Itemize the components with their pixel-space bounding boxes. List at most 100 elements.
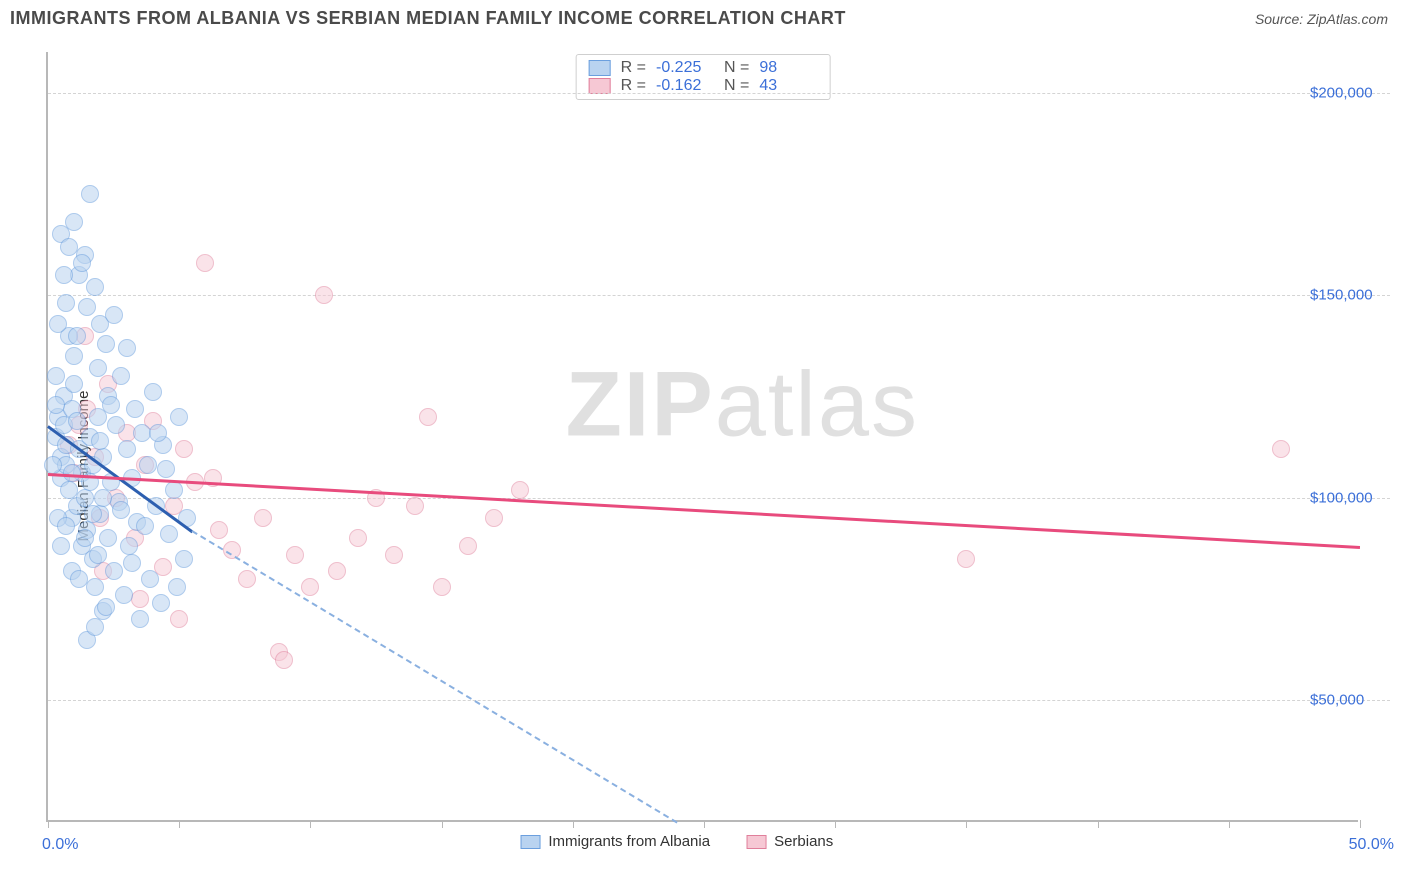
data-point-serbian	[131, 590, 149, 608]
data-point-albania	[175, 550, 193, 568]
data-point-albania	[126, 400, 144, 418]
gridline	[48, 295, 1390, 296]
y-tick-label: $50,000	[1310, 692, 1400, 709]
data-point-serbian	[385, 546, 403, 564]
data-point-albania	[97, 598, 115, 616]
x-tick	[179, 820, 180, 828]
data-point-serbian	[433, 578, 451, 596]
data-point-albania	[86, 618, 104, 636]
data-point-albania	[52, 537, 70, 555]
x-tick	[1229, 820, 1230, 828]
data-point-albania	[78, 298, 96, 316]
trend-line	[48, 473, 1360, 548]
data-point-albania	[99, 529, 117, 547]
data-point-albania	[94, 489, 112, 507]
data-point-albania	[44, 456, 62, 474]
gridline	[48, 700, 1390, 701]
x-tick	[1360, 820, 1361, 828]
data-point-albania	[91, 432, 109, 450]
data-point-albania	[65, 213, 83, 231]
data-point-albania	[112, 367, 130, 385]
legend-swatch	[746, 835, 766, 849]
legend-n-value: 98	[759, 59, 817, 77]
data-point-serbian	[419, 408, 437, 426]
data-point-albania	[57, 294, 75, 312]
data-point-serbian	[254, 509, 272, 527]
data-point-albania	[73, 254, 91, 272]
x-tick	[835, 820, 836, 828]
gridline	[48, 498, 1390, 499]
chart-area: Median Family Income ZIPatlas R =-0.225N…	[0, 40, 1406, 892]
data-point-albania	[47, 367, 65, 385]
x-axis-min-label: 0.0%	[42, 836, 78, 854]
legend-swatch	[589, 60, 611, 76]
data-point-albania	[49, 315, 67, 333]
data-point-serbian	[349, 529, 367, 547]
legend-r-label: R =	[621, 59, 646, 77]
data-point-serbian	[459, 537, 477, 555]
legend-swatch	[520, 835, 540, 849]
data-point-albania	[105, 306, 123, 324]
data-point-serbian	[511, 481, 529, 499]
y-tick-label: $100,000	[1310, 489, 1400, 506]
data-point-albania	[89, 359, 107, 377]
watermark: ZIPatlas	[566, 353, 919, 458]
data-point-serbian	[275, 651, 293, 669]
trend-extrapolation	[192, 530, 678, 823]
data-point-albania	[105, 562, 123, 580]
data-point-albania	[160, 525, 178, 543]
data-point-albania	[89, 546, 107, 564]
data-point-albania	[68, 327, 86, 345]
data-point-albania	[118, 440, 136, 458]
x-tick	[1098, 820, 1099, 828]
data-point-serbian	[328, 562, 346, 580]
data-point-albania	[152, 594, 170, 612]
data-point-serbian	[301, 578, 319, 596]
data-point-serbian	[196, 254, 214, 272]
data-point-albania	[112, 501, 130, 519]
data-point-serbian	[406, 497, 424, 515]
plot-region: ZIPatlas R =-0.225N =98R =-0.162N =43 Im…	[46, 52, 1358, 822]
data-point-albania	[102, 396, 120, 414]
data-point-albania	[65, 375, 83, 393]
data-point-albania	[144, 383, 162, 401]
x-tick	[704, 820, 705, 828]
legend-item-serbian: Serbians	[746, 833, 833, 850]
legend-label: Serbians	[774, 833, 833, 850]
data-point-albania	[168, 578, 186, 596]
data-point-serbian	[238, 570, 256, 588]
legend-row-albania: R = -0.225 N = 98	[589, 59, 818, 77]
data-point-albania	[86, 578, 104, 596]
data-point-albania	[97, 335, 115, 353]
data-point-albania	[57, 517, 75, 535]
data-point-albania	[139, 456, 157, 474]
data-point-albania	[70, 570, 88, 588]
data-point-albania	[149, 424, 167, 442]
data-point-serbian	[286, 546, 304, 564]
data-point-albania	[47, 396, 65, 414]
legend-item-albania: Immigrants from Albania	[520, 833, 710, 850]
y-tick-label: $200,000	[1310, 84, 1400, 101]
x-tick	[310, 820, 311, 828]
x-tick	[966, 820, 967, 828]
legend-r-value: -0.225	[656, 59, 714, 77]
data-point-albania	[84, 505, 102, 523]
x-tick	[442, 820, 443, 828]
legend-n-label: N =	[724, 59, 749, 77]
data-point-albania	[141, 570, 159, 588]
data-point-albania	[120, 537, 138, 555]
data-point-serbian	[170, 610, 188, 628]
data-point-serbian	[315, 286, 333, 304]
x-axis-max-label: 50.0%	[1349, 836, 1394, 854]
chart-title: IMMIGRANTS FROM ALBANIA VS SERBIAN MEDIA…	[10, 8, 846, 29]
data-point-albania	[170, 408, 188, 426]
data-point-albania	[136, 517, 154, 535]
data-point-albania	[68, 412, 86, 430]
data-point-albania	[60, 238, 78, 256]
data-point-albania	[107, 416, 125, 434]
data-point-albania	[118, 339, 136, 357]
gridline	[48, 93, 1390, 94]
data-point-albania	[157, 460, 175, 478]
y-tick-label: $150,000	[1310, 287, 1400, 304]
data-point-serbian	[957, 550, 975, 568]
